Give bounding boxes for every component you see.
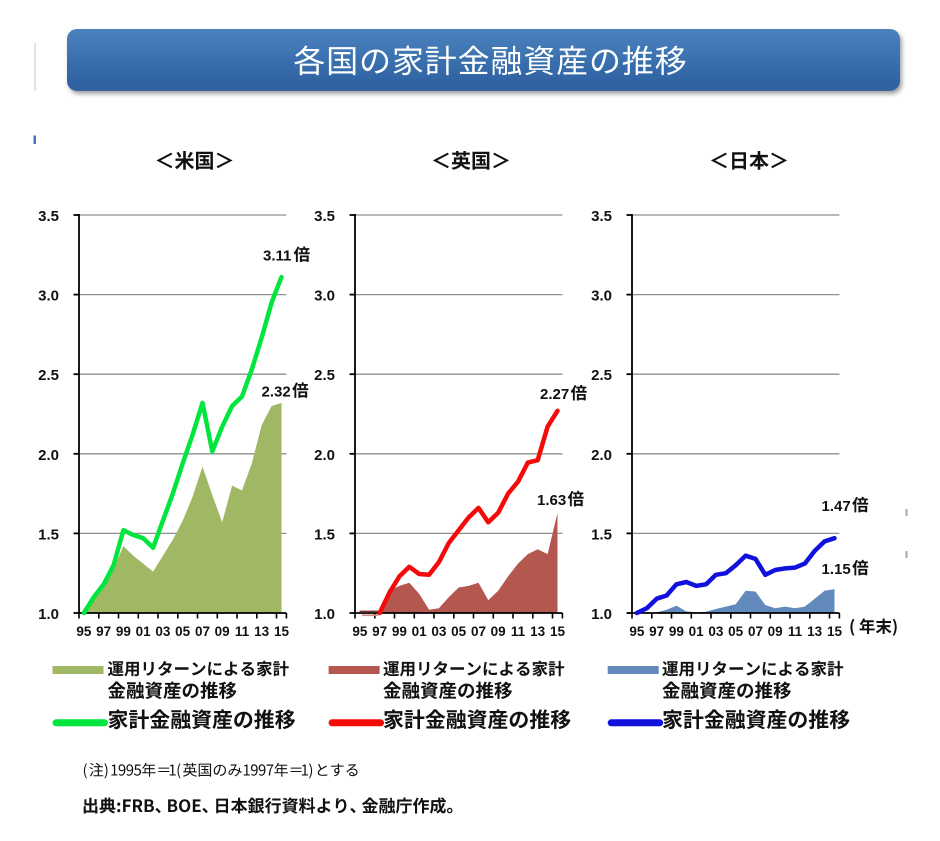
svg-text:3.11: 3.11 [263, 248, 291, 265]
svg-text:09: 09 [215, 624, 230, 639]
svg-text:11: 11 [511, 624, 526, 639]
svg-text:2.32: 2.32 [262, 383, 291, 400]
svg-text:2.0: 2.0 [38, 447, 59, 464]
svg-text:15: 15 [274, 624, 290, 639]
svg-text:2.0: 2.0 [314, 447, 335, 464]
svg-text:99: 99 [392, 624, 407, 639]
svg-text:2.5: 2.5 [314, 367, 335, 384]
svg-text:3.0: 3.0 [591, 288, 612, 305]
svg-text:07: 07 [195, 624, 210, 639]
svg-text:01: 01 [689, 624, 705, 639]
svg-text:03: 03 [431, 624, 447, 639]
svg-text:11: 11 [235, 624, 250, 639]
svg-text:1.0: 1.0 [38, 606, 59, 623]
svg-text:2.5: 2.5 [591, 367, 612, 384]
svg-text:3.0: 3.0 [38, 288, 59, 305]
svg-text:13: 13 [254, 624, 270, 639]
svg-text:15: 15 [827, 624, 843, 639]
svg-text:3.5: 3.5 [314, 208, 335, 225]
svg-text:01: 01 [136, 624, 152, 639]
svg-text:3.0: 3.0 [314, 288, 335, 305]
svg-text:2.27: 2.27 [540, 386, 569, 403]
svg-text:1.63: 1.63 [537, 492, 566, 509]
svg-text:15: 15 [550, 624, 566, 639]
svg-text:97: 97 [96, 624, 111, 639]
svg-text:1.5: 1.5 [314, 526, 335, 543]
svg-text:13: 13 [530, 624, 546, 639]
svg-text:05: 05 [451, 624, 467, 639]
svg-text:13: 13 [807, 624, 823, 639]
svg-text:05: 05 [728, 624, 744, 639]
svg-text:03: 03 [155, 624, 171, 639]
svg-text:01: 01 [412, 624, 428, 639]
svg-text:07: 07 [748, 624, 763, 639]
svg-text:97: 97 [372, 624, 387, 639]
svg-text:3.5: 3.5 [591, 208, 612, 225]
svg-text:09: 09 [491, 624, 506, 639]
svg-text:3.5: 3.5 [38, 208, 59, 225]
svg-text:95: 95 [629, 624, 645, 639]
svg-text:99: 99 [116, 624, 131, 639]
svg-text:97: 97 [649, 624, 664, 639]
svg-text:07: 07 [471, 624, 486, 639]
svg-text:1.0: 1.0 [314, 606, 335, 623]
svg-text:11: 11 [788, 624, 803, 639]
svg-text:1.5: 1.5 [38, 526, 59, 543]
svg-text:05: 05 [175, 624, 191, 639]
svg-text:95: 95 [352, 624, 368, 639]
svg-text:1.15: 1.15 [822, 561, 851, 578]
svg-text:1.47: 1.47 [822, 498, 851, 515]
svg-text:2.0: 2.0 [591, 447, 612, 464]
svg-text:99: 99 [669, 624, 684, 639]
svg-text:1.5: 1.5 [591, 526, 612, 543]
svg-text:1.0: 1.0 [591, 606, 612, 623]
svg-text:03: 03 [708, 624, 724, 639]
svg-text:95: 95 [76, 624, 92, 639]
svg-text:2.5: 2.5 [38, 367, 59, 384]
svg-text:09: 09 [768, 624, 783, 639]
